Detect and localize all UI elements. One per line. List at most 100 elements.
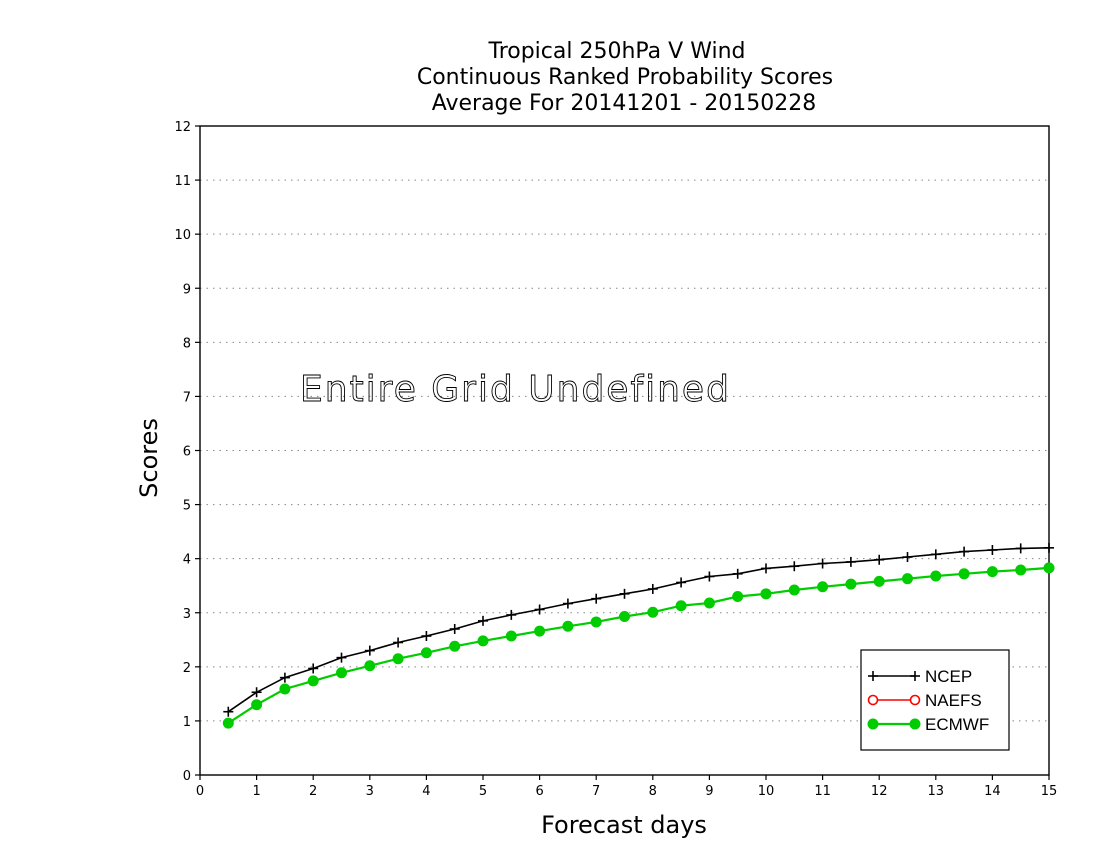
ecmwf-point-3 [307, 675, 319, 687]
ecmwf-point-2 [279, 683, 291, 695]
x-tick-label-14: 14 [984, 784, 1001, 799]
ncep-point-24 [902, 552, 913, 563]
ncep-point-25 [930, 549, 941, 560]
legend-label-ecmwf: ECMWF [925, 715, 989, 734]
ecmwf-point-8 [449, 640, 461, 652]
ncep-point-27 [987, 545, 998, 556]
legend-marker-end-ecmwf [909, 718, 921, 730]
ecmwf-point-28 [1015, 564, 1027, 576]
ecmwf-point-20 [788, 584, 800, 596]
legend-item-naefs: NAEFS [867, 691, 982, 710]
y-tick-label-2: 2 [183, 661, 191, 676]
ecmwf-point-13 [590, 616, 602, 628]
ecmwf-point-19 [760, 588, 772, 600]
x-tick-label-0: 0 [196, 784, 204, 799]
x-tick-label-7: 7 [592, 784, 600, 799]
ncep-point-6 [393, 637, 404, 648]
ncep-point-2 [279, 672, 290, 683]
ecmwf-point-6 [392, 653, 404, 665]
ncep-point-7 [421, 631, 432, 642]
series-ncep [223, 542, 1054, 717]
legend-box [860, 649, 1010, 751]
x-tick-label-10: 10 [758, 784, 775, 799]
y-tick-label-12: 12 [174, 120, 191, 135]
gridlines [200, 179, 1049, 722]
x-tick-label-15: 15 [1041, 784, 1058, 799]
ecmwf-point-0 [222, 717, 234, 729]
series-layer [222, 542, 1055, 729]
ncep-point-1 [251, 687, 262, 698]
ecmwf-point-4 [336, 667, 347, 679]
legend-marker-start-ecmwf [867, 718, 879, 730]
ecmwf-point-16 [675, 600, 687, 612]
ecmwf-point-15 [647, 606, 659, 618]
ncep-point-5 [364, 645, 375, 656]
ncep-point-16 [676, 577, 687, 588]
ecmwf-point-17 [703, 597, 715, 609]
ecmwf-point-7 [420, 647, 432, 659]
chart-title-line-1: Tropical 250hPa V Wind [487, 39, 745, 64]
y-tick-label-8: 8 [183, 336, 191, 351]
ncep-point-14 [619, 588, 630, 599]
chart-title: Tropical 250hPa V Wind Continuous Ranked… [417, 39, 833, 116]
ncep-point-9 [478, 615, 488, 626]
y-tick-label-5: 5 [183, 499, 191, 514]
ncep-point-3 [308, 663, 319, 674]
ncep-point-29 [1044, 542, 1054, 553]
y-tick-label-9: 9 [183, 282, 191, 297]
legend-label-ncep: NCEP [925, 667, 972, 686]
y-tick-label-11: 11 [174, 174, 191, 189]
ecmwf-point-29 [1043, 562, 1055, 574]
ecmwf-point-18 [732, 591, 744, 603]
ncep-point-0 [223, 706, 234, 717]
ncep-point-23 [874, 554, 885, 565]
legend-marker-end-naefs [909, 694, 921, 706]
ecmwf-point-23 [873, 575, 885, 587]
x-tick-label-12: 12 [871, 784, 888, 799]
chart-title-line-2: Continuous Ranked Probability Scores [417, 65, 833, 90]
y-axis-title: Scores [135, 418, 163, 498]
undefined-grid-annotation: Entire Grid Undefined [300, 369, 731, 410]
ncep-point-12 [562, 598, 573, 609]
ncep-point-22 [845, 556, 856, 567]
ncep-point-8 [449, 623, 460, 634]
ecmwf-point-25 [930, 570, 942, 582]
y-tick-label-4: 4 [183, 553, 191, 568]
x-tick-label-8: 8 [649, 784, 657, 799]
ecmwf-point-22 [845, 578, 857, 590]
ncep-point-19 [761, 563, 771, 574]
ncep-point-15 [647, 583, 658, 594]
y-tick-label-7: 7 [183, 390, 191, 405]
x-tick-label-2: 2 [309, 784, 317, 799]
ecmwf-point-9 [477, 635, 489, 647]
ncep-point-11 [534, 604, 545, 615]
ecmwf-point-24 [902, 573, 913, 585]
chart-title-line-3: Average For 20141201 - 20150228 [432, 91, 817, 116]
ecmwf-point-10 [505, 630, 517, 642]
x-tick-label-1: 1 [252, 784, 260, 799]
y-tick-label-0: 0 [183, 769, 191, 784]
x-tick-label-4: 4 [422, 784, 430, 799]
ncep-point-26 [959, 546, 970, 557]
legend: NCEP NAEFS ECMWF [860, 649, 1010, 751]
x-tick-label-6: 6 [535, 784, 543, 799]
series-ecmwf [222, 562, 1055, 729]
y-tick-label-1: 1 [183, 715, 191, 730]
legend-marker-end-ncep [910, 671, 920, 681]
x-tick-label-13: 13 [928, 784, 945, 799]
ecmwf-point-11 [534, 625, 546, 637]
ncep-point-18 [732, 568, 743, 579]
y-tick-label-6: 6 [183, 445, 191, 460]
legend-item-ecmwf: ECMWF [867, 715, 989, 734]
ecmwf-point-12 [562, 620, 574, 632]
y-tick-label-3: 3 [183, 607, 191, 622]
x-tick-label-3: 3 [366, 784, 374, 799]
ncep-point-20 [789, 561, 800, 572]
x-tick-label-9: 9 [705, 784, 713, 799]
ecmwf-point-26 [958, 568, 970, 580]
y-tick-label-10: 10 [174, 228, 191, 243]
x-axis: 0 1 2 3 4 5 6 7 8 9 10 11 12 13 14 15 [196, 775, 1057, 799]
x-tick-label-11: 11 [814, 784, 831, 799]
ncep-point-17 [704, 571, 715, 582]
